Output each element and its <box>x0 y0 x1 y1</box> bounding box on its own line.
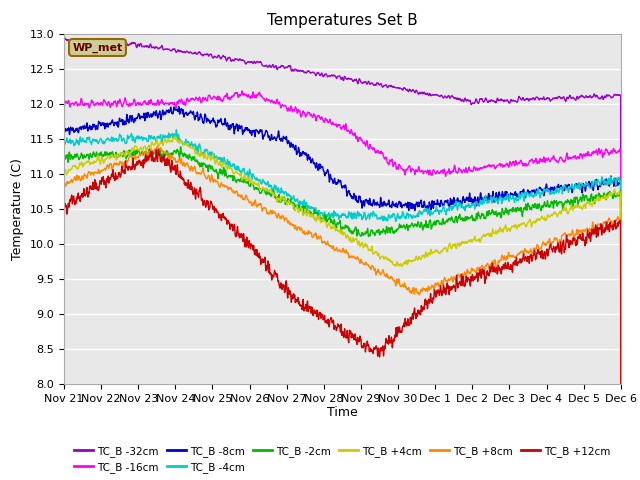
Text: WP_met: WP_met <box>72 42 123 53</box>
Y-axis label: Temperature (C): Temperature (C) <box>11 158 24 260</box>
Title: Temperatures Set B: Temperatures Set B <box>267 13 418 28</box>
Legend: TC_B -32cm, TC_B -16cm, TC_B -8cm, TC_B -4cm, TC_B -2cm, TC_B +4cm, TC_B +8cm, T: TC_B -32cm, TC_B -16cm, TC_B -8cm, TC_B … <box>70 442 614 477</box>
X-axis label: Time: Time <box>327 407 358 420</box>
